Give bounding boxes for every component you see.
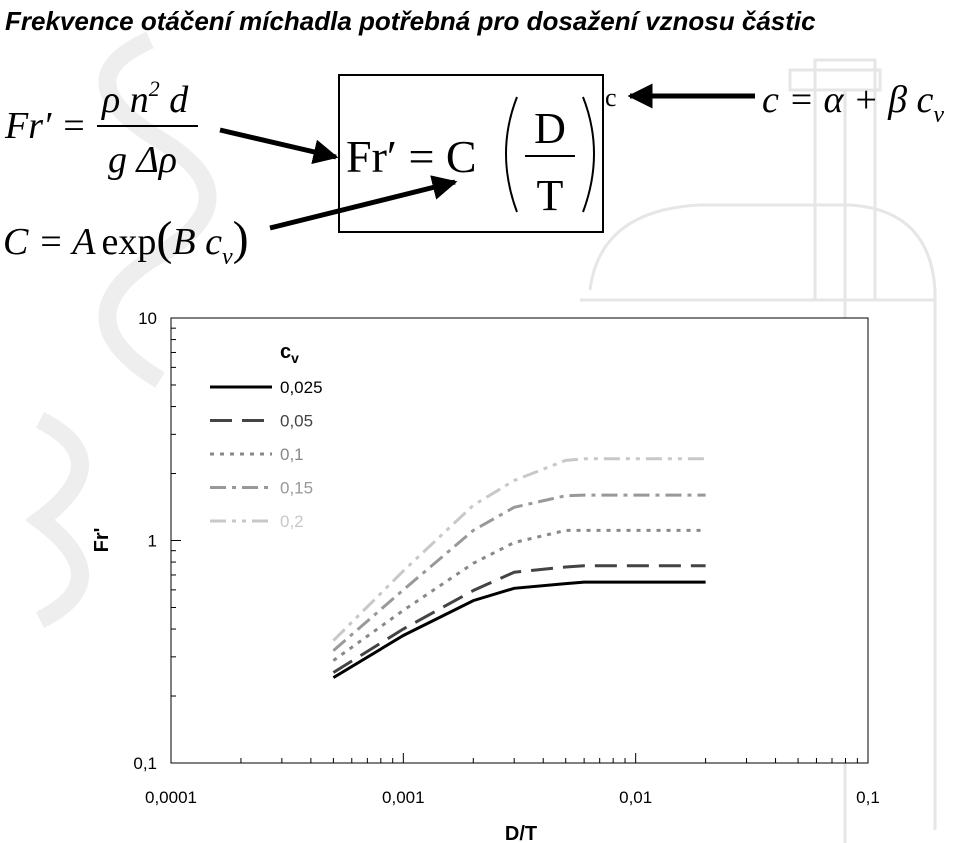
legend-label: 0,025	[280, 378, 323, 397]
paren	[505, 96, 518, 213]
formula-box	[338, 74, 604, 233]
x-tick-label: 0,1	[856, 788, 880, 807]
series-line	[332, 528, 706, 662]
legend-title-text: c	[280, 341, 291, 363]
series-line	[332, 564, 706, 674]
formula-part: (	[156, 212, 172, 265]
y-tick-label: 1	[148, 532, 157, 551]
y-axis-title: Fr'	[91, 528, 113, 553]
formula-numerator: ρ n2 d	[101, 76, 189, 121]
y-tick-label: 10	[138, 309, 157, 328]
formula-sup: 2	[149, 76, 160, 101]
formula-exponent: c	[605, 83, 617, 112]
formula-part: c = α + β c	[762, 79, 934, 121]
paren	[582, 96, 595, 213]
formula-part: exp	[102, 221, 157, 263]
legend-label: 0,2	[280, 512, 304, 531]
exponent-formula: c = α + β cv	[762, 79, 944, 128]
formula-part: d	[160, 79, 190, 121]
formula-sub: v	[222, 244, 233, 270]
formula-denominator: g Δρ	[108, 139, 177, 181]
legend-title-sub: v	[291, 350, 299, 366]
chart: 0,0001 0,001 0,01 0,1 0,1 1 10 D/T Fr' cv 0,025 0,0…	[91, 309, 880, 843]
series-line	[332, 493, 706, 652]
series-line	[332, 580, 706, 679]
x-tick-label: 0,0001	[145, 788, 197, 807]
formula-part: )	[233, 212, 249, 265]
formula-numerator: D	[534, 104, 566, 153]
formula-part: B c	[172, 221, 222, 263]
formula-denominator: T	[537, 171, 564, 220]
arrow	[269, 175, 458, 231]
formula-lhs: Fr′ = C	[346, 131, 477, 182]
arrow	[219, 127, 339, 165]
legend-title: cv	[280, 341, 299, 366]
formula-part: C = A	[3, 221, 96, 263]
formula-lhs: Fr′ =	[4, 105, 86, 147]
legend-label: 0,1	[280, 445, 304, 464]
series-line	[332, 457, 706, 642]
y-tick-label: 0,1	[133, 754, 157, 773]
x-tick-label: 0,001	[382, 788, 425, 807]
x-tick-label: 0,01	[619, 788, 652, 807]
arrows	[219, 83, 755, 231]
formula-part: ρ n	[101, 79, 149, 121]
legend-label: 0,05	[280, 412, 313, 431]
title: Frekvence otáčení míchadla potřebná pro …	[5, 6, 816, 36]
correlation-formula: Fr′ = C D T c	[346, 83, 617, 220]
froude-formula: Fr′ = ρ n2 d g Δρ	[4, 76, 198, 181]
x-axis-title: D/T	[505, 823, 537, 843]
formula-sub: v	[933, 102, 944, 128]
legend-label: 0,15	[280, 479, 313, 498]
